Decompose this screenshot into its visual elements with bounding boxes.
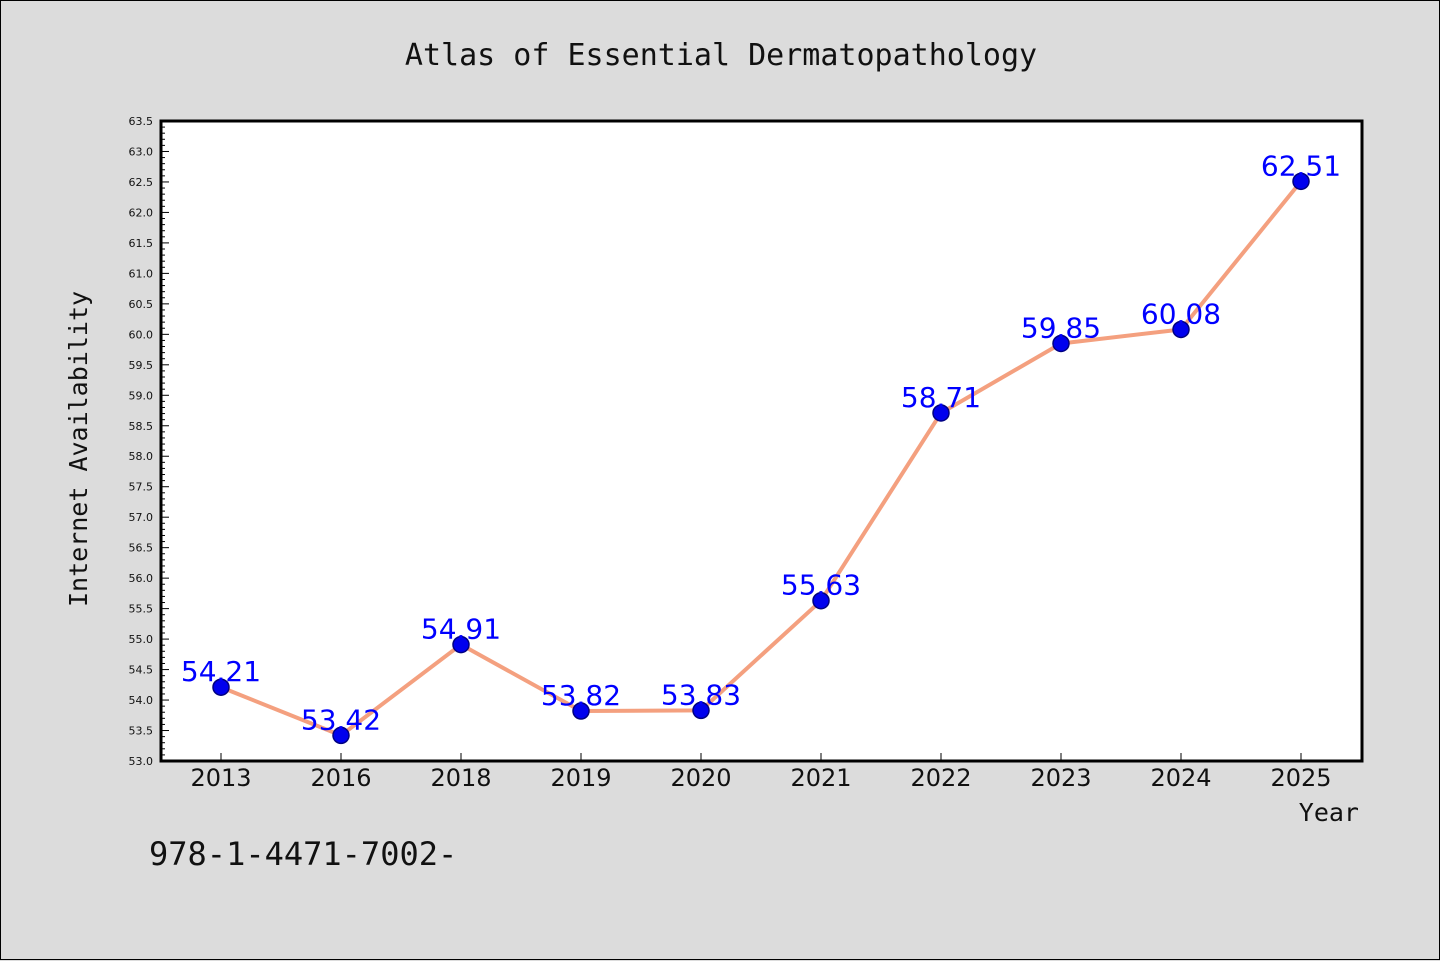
data-label: 58.71: [901, 381, 981, 414]
series-line: [219, 179, 1303, 738]
y-tick-label: 57.5: [129, 481, 154, 494]
data-labels: 54.21 53.42 54.91 53.82 53.83 55.63 58.71 59.85…: [181, 149, 1341, 736]
x-tick-label: 2025: [1270, 764, 1331, 792]
x-tick-label: 2020: [670, 764, 731, 792]
x-tick-label: 2023: [1030, 764, 1091, 792]
data-point: [332, 726, 350, 745]
y-tick-label: 57.0: [129, 511, 154, 524]
plot-area: [159, 119, 1364, 763]
y-tick-label: 59.0: [129, 389, 154, 402]
y-tick-label: 56.0: [129, 572, 154, 585]
data-point: [212, 678, 230, 696]
data-point: [932, 404, 950, 422]
y-tick-label: 62.0: [129, 206, 154, 219]
y-tick-label: 60.5: [129, 298, 154, 311]
data-label: 60.08: [1141, 297, 1221, 330]
series-markers: [212, 172, 1310, 745]
y-tick-label: 63.5: [129, 115, 154, 128]
x-tick-label: 2019: [550, 764, 611, 792]
y-tick-label: 54.5: [129, 664, 154, 677]
y-tick-label: 59.5: [129, 359, 154, 372]
data-label: 59.85: [1021, 311, 1101, 344]
data-label: 54.21: [181, 655, 261, 688]
x-tick-label: 2013: [190, 764, 251, 792]
data-point: [1052, 334, 1070, 353]
x-tick-label: 2022: [910, 764, 971, 792]
x-axis-label: Year: [1299, 798, 1359, 827]
data-point: [572, 702, 590, 720]
x-tick-label: 2021: [790, 764, 851, 792]
y-tick-label: 61.5: [129, 237, 154, 250]
x-tick-label: 2016: [310, 764, 371, 792]
data-point: [1172, 320, 1190, 339]
data-point: [1292, 172, 1310, 191]
data-label: 53.82: [541, 679, 621, 712]
data-point: [692, 701, 710, 720]
data-label: 54.91: [421, 613, 501, 646]
y-tick-label: 53.5: [129, 725, 154, 738]
y-tick-label: 63.0: [129, 145, 154, 158]
y-tick-label: 58.5: [129, 420, 154, 433]
chart-title: Atlas of Essential Dermatopathology: [405, 38, 1037, 73]
x-tick-label: 2018: [430, 764, 491, 792]
y-tick-label: 58.0: [129, 450, 154, 463]
y-tick-label: 55.5: [129, 603, 154, 616]
data-label: 55.63: [781, 569, 861, 602]
y-axis-ticks: [161, 120, 169, 762]
data-point: [812, 591, 830, 610]
x-tick-label: 2024: [1150, 764, 1211, 792]
isbn-text: 978-1-4471-7002-: [149, 835, 457, 873]
data-label: 53.83: [661, 678, 741, 711]
y-tick-label: 53.0: [129, 755, 154, 768]
y-tick-label: 62.5: [129, 176, 154, 189]
y-axis-label: Internet Availability: [64, 291, 93, 607]
y-tick-label: 55.0: [129, 633, 154, 646]
y-tick-label: 54.0: [129, 694, 154, 707]
y-tick-label: 61.0: [129, 267, 154, 280]
data-label: 62.51: [1261, 149, 1341, 182]
y-tick-label: 60.0: [129, 328, 154, 341]
data-label: 53.42: [301, 703, 381, 736]
y-axis-tick-labels: 53.0 53.5 54.0 54.5 55.0 55.5 56.0 56.5 57.0 57.5…: [129, 115, 154, 768]
data-point: [452, 635, 470, 654]
x-axis-tick-labels: 2013 2016 2018 2019 2020 2021 2022 2023 2024 2025: [190, 753, 1332, 792]
y-tick-label: 56.5: [129, 542, 154, 555]
